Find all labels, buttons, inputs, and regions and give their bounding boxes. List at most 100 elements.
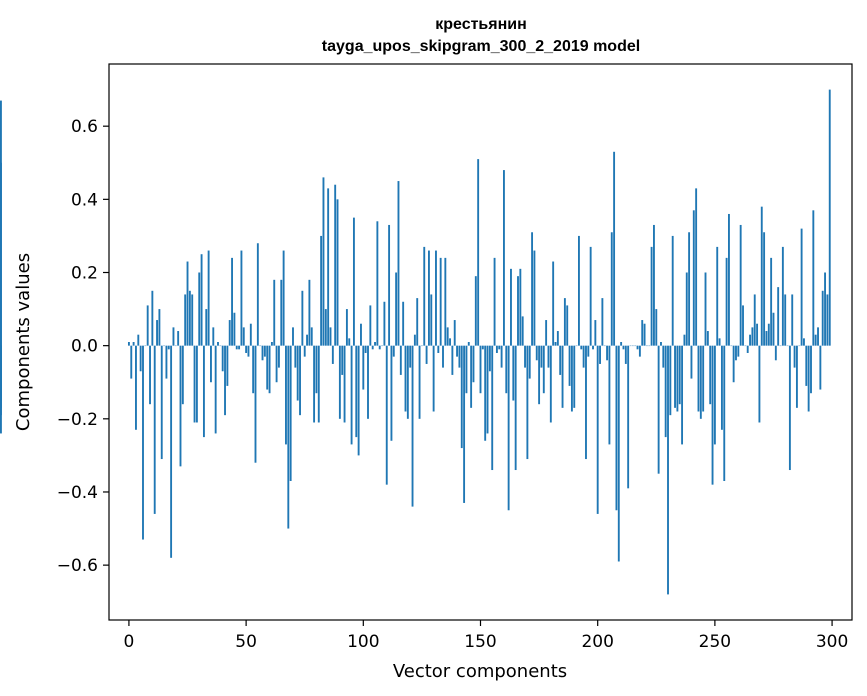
bar-122 <box>413 334 416 346</box>
y-tick-label: −0.2 <box>57 410 98 430</box>
bar-148 <box>474 276 477 346</box>
bar-144 <box>465 345 468 394</box>
bar-31 <box>200 254 203 346</box>
x-tick-label: 200 <box>581 632 613 652</box>
bar-140 <box>456 345 458 357</box>
bar-199 <box>594 320 597 346</box>
bar-142 <box>460 345 463 449</box>
bar-43 <box>228 320 231 346</box>
bar-156 <box>493 257 496 346</box>
y-tick-label: 0.0 <box>71 337 98 357</box>
bar-38 <box>217 342 219 346</box>
bar-67 <box>285 345 287 445</box>
bar-212 <box>624 345 627 364</box>
bar-152 <box>484 345 487 441</box>
bar-162 <box>507 345 510 511</box>
bar-227 <box>660 342 662 346</box>
bar-70 <box>292 327 294 346</box>
bar-53 <box>252 345 255 394</box>
bar-256 <box>728 213 730 346</box>
bar-46 <box>235 345 238 350</box>
bar-240 <box>690 345 693 379</box>
bar-88 <box>334 184 337 346</box>
bar-64 <box>277 345 280 368</box>
bar-113 <box>392 345 395 357</box>
bar-24 <box>184 294 187 346</box>
bar-78 <box>310 327 313 346</box>
bar-121 <box>411 345 414 507</box>
bar-6 <box>142 345 144 540</box>
bar-184 <box>559 345 562 375</box>
bar-60 <box>268 345 271 394</box>
bar-242 <box>695 188 698 346</box>
bar-132 <box>437 345 440 353</box>
bar-22 <box>179 345 182 467</box>
bar-80 <box>315 345 318 394</box>
bar-13 <box>158 309 161 346</box>
bar-106 <box>376 221 379 346</box>
bar-230 <box>667 345 669 595</box>
bar-185 <box>561 345 564 408</box>
bar-63 <box>275 345 278 383</box>
bar-131 <box>435 250 437 346</box>
bar-177 <box>542 345 545 394</box>
bar-76 <box>306 334 308 346</box>
bar-107 <box>378 345 381 350</box>
bar-298 <box>826 294 829 346</box>
bar-28 <box>193 345 196 423</box>
bar-138 <box>451 345 454 375</box>
bar-232 <box>671 235 674 346</box>
bar-92 <box>343 345 346 423</box>
bar-19 <box>172 327 175 346</box>
bar-196 <box>587 345 590 357</box>
bar-10 <box>151 290 154 346</box>
bar-194 <box>582 345 585 368</box>
bar-248 <box>709 345 712 405</box>
bar-18 <box>170 345 173 558</box>
bar-2 <box>132 342 135 346</box>
bar-51 <box>247 345 250 357</box>
bar-17 <box>167 345 170 350</box>
bar-27 <box>191 294 194 346</box>
bar-50 <box>245 345 248 353</box>
bar-168 <box>521 316 524 346</box>
bar-297 <box>824 272 826 346</box>
bar-133 <box>439 257 442 346</box>
bar-293 <box>814 334 817 346</box>
bar-68 <box>287 345 290 529</box>
bar-33 <box>205 309 208 346</box>
bar-116 <box>399 345 402 375</box>
bar-103 <box>369 305 372 346</box>
bar-154 <box>488 345 491 372</box>
bar-226 <box>657 345 660 474</box>
bar-262 <box>742 305 744 346</box>
bar-201 <box>599 345 601 364</box>
bar-12 <box>156 320 158 346</box>
bar-166 <box>517 276 519 346</box>
bar-244 <box>699 345 702 419</box>
bar-271 <box>763 232 766 346</box>
bar-175 <box>538 345 541 405</box>
bar-48 <box>240 250 243 346</box>
bar-117 <box>402 301 405 346</box>
bar-49 <box>242 327 245 346</box>
bar-114 <box>395 272 398 346</box>
bar-82 <box>320 235 323 346</box>
bar-202 <box>601 298 604 346</box>
x-tick-label: 300 <box>816 632 848 652</box>
bar-235 <box>678 345 681 405</box>
bar-255 <box>725 257 728 346</box>
bar-30 <box>198 272 201 346</box>
bar-251 <box>716 246 719 346</box>
bar-undefined <box>0 345 2 401</box>
bar-99 <box>360 323 362 346</box>
bar-93 <box>345 309 348 346</box>
bar-90 <box>338 345 341 419</box>
bar-234 <box>676 345 679 412</box>
bar-224 <box>653 224 655 346</box>
bar-229 <box>664 345 667 438</box>
bar-261 <box>739 224 742 346</box>
bar-253 <box>720 345 723 430</box>
bar-280 <box>784 294 787 346</box>
bar-208 <box>615 345 618 511</box>
